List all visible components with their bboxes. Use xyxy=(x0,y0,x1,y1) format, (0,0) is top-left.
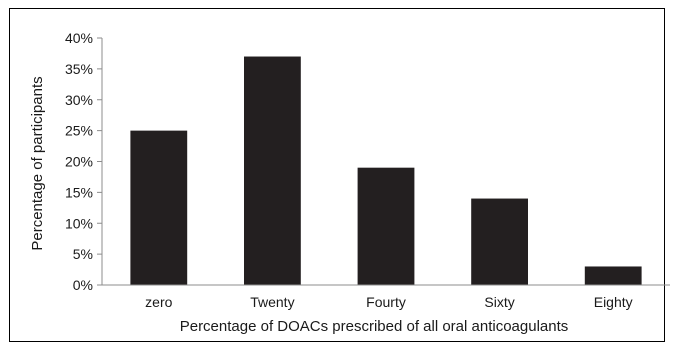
x-tick-label: Twenty xyxy=(250,294,294,310)
y-tick-label: 35% xyxy=(65,61,93,77)
y-tick-label: 0% xyxy=(73,277,93,293)
bar-fourty xyxy=(357,167,415,285)
x-axis-ticks: zero Twenty Fourty Sixty Eighty xyxy=(145,294,632,310)
y-tick-label: 5% xyxy=(73,246,93,262)
y-axis-title: Percentage of participants xyxy=(29,76,46,250)
y-axis-ticks: 0% 5% 10% 15% 20% 25% 30% 35% 40% xyxy=(65,30,102,293)
bar-eighty xyxy=(584,266,642,285)
y-tick-label: 15% xyxy=(65,184,93,200)
x-tick-label: Sixty xyxy=(484,294,514,310)
y-tick-label: 10% xyxy=(65,215,93,231)
chart-frame xyxy=(9,8,665,342)
bar-sixty xyxy=(471,198,528,285)
bar-zero xyxy=(130,130,188,285)
y-tick-label: 20% xyxy=(65,154,93,170)
x-tick-label: Eighty xyxy=(594,294,633,310)
y-tick-label: 25% xyxy=(65,123,93,139)
bars xyxy=(130,56,642,286)
y-tick-label: 30% xyxy=(65,92,93,108)
bar-twenty xyxy=(244,56,301,286)
y-tick-label: 40% xyxy=(65,30,93,46)
x-tick-label: Fourty xyxy=(366,294,406,310)
x-tick-label: zero xyxy=(145,294,172,310)
x-axis-title: Percentage of DOACs prescribed of all or… xyxy=(180,318,569,335)
